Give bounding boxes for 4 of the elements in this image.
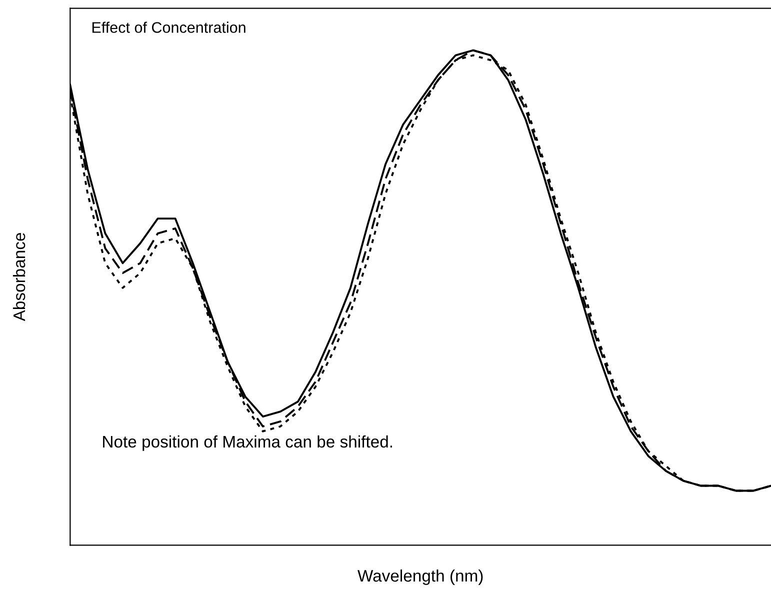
x-axis-title: Wavelength (nm) xyxy=(358,569,483,585)
annotation: Note position of Maxima can be shifted. xyxy=(103,435,392,451)
chart-title: Effect of Concentration xyxy=(92,22,246,33)
y-axis-title: Absorbance xyxy=(12,232,26,322)
